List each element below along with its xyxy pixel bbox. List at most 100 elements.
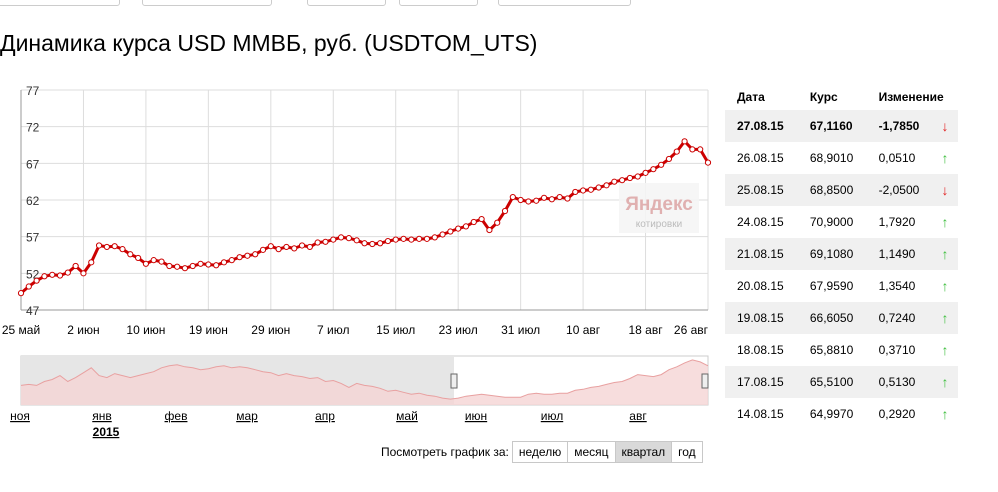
top-tab[interactable] bbox=[307, 0, 386, 6]
data-point bbox=[556, 193, 563, 201]
cell-date: 20.08.15 bbox=[737, 279, 784, 293]
data-point bbox=[298, 242, 306, 249]
data-point bbox=[150, 257, 157, 264]
x-tick-label: 19 июн bbox=[189, 323, 228, 337]
y-tick-label: 47 bbox=[26, 304, 40, 318]
period-label: Посмотреть график за: bbox=[381, 445, 509, 459]
arrow-up-icon: ↑ bbox=[932, 366, 958, 398]
data-point bbox=[548, 196, 555, 203]
top-tab[interactable] bbox=[498, 0, 631, 6]
data-point bbox=[345, 235, 352, 242]
data-point bbox=[665, 155, 673, 163]
cell-change: 1,7920 bbox=[878, 215, 916, 229]
table-row: 26.08.15 68,9010 0,0510 ↑ bbox=[725, 142, 958, 174]
top-tab[interactable] bbox=[0, 0, 120, 6]
data-point bbox=[697, 146, 704, 153]
x-tick-label: 15 июл bbox=[376, 323, 415, 337]
y-tick-label: 72 bbox=[26, 121, 40, 135]
navigator-tick-label: мар bbox=[236, 409, 258, 423]
x-axis: 25 май 2 июн 10 июн 19 июн 29 июн 7 июл 15 июл… bbox=[2, 323, 709, 337]
data-point bbox=[455, 225, 462, 232]
cell-date: 27.08.15 bbox=[725, 110, 798, 142]
data-point bbox=[517, 196, 524, 204]
data-point bbox=[283, 243, 290, 251]
period-button[interactable]: год bbox=[671, 441, 703, 463]
data-point bbox=[314, 239, 321, 246]
data-point bbox=[267, 243, 274, 250]
period-button[interactable]: квартал bbox=[614, 441, 673, 463]
cell-date: 24.08.15 bbox=[737, 215, 784, 229]
x-tick-label: 23 июл bbox=[439, 323, 478, 337]
cell-rate: 65,5100 bbox=[797, 366, 867, 398]
data-point bbox=[56, 272, 64, 279]
data-point bbox=[564, 195, 571, 202]
navigator-axis: ноя янв фев мар апр май июн июл авг 2015 bbox=[10, 409, 647, 439]
table-row: 21.08.15 69,1080 1,1490 ↑ bbox=[725, 238, 958, 270]
cell-rate: 70,9000 bbox=[809, 215, 854, 229]
cell-rate: 68,8500 bbox=[797, 174, 867, 206]
data-point bbox=[377, 240, 384, 247]
data-point bbox=[704, 159, 712, 166]
y-tick-label: 62 bbox=[26, 194, 40, 208]
period-button[interactable]: неделю bbox=[511, 441, 569, 463]
data-point bbox=[127, 251, 134, 258]
navigator-tick-label: апр bbox=[315, 409, 335, 423]
navigator[interactable]: ноя янв фев мар апр май июн июл авг 2015 bbox=[0, 350, 715, 445]
y-tick-label: 77 bbox=[26, 84, 40, 98]
cell-date: 21.08.15 bbox=[725, 238, 798, 270]
top-tab[interactable] bbox=[142, 0, 272, 6]
table-row: 18.08.15 65,8810 0,3710 ↑ bbox=[725, 334, 958, 366]
navigator-tick-label: ноя bbox=[10, 409, 30, 423]
cell-change: 1,1490 bbox=[866, 238, 932, 270]
data-point bbox=[392, 236, 399, 243]
rate-series bbox=[17, 138, 712, 297]
cell-rate: 68,9010 bbox=[809, 151, 854, 165]
y-tick-label: 57 bbox=[26, 231, 40, 245]
data-point bbox=[494, 219, 501, 226]
data-point bbox=[236, 254, 243, 261]
navigator-tick-label: фев bbox=[165, 409, 188, 423]
navigator-year-label: 2015 bbox=[93, 425, 120, 439]
arrow-down-icon: ↓ bbox=[932, 110, 958, 142]
arrow-up-icon: ↑ bbox=[932, 238, 958, 270]
data-point bbox=[361, 240, 368, 247]
arrow-down-icon: ↓ bbox=[932, 174, 958, 206]
data-point bbox=[205, 261, 212, 268]
data-point bbox=[634, 173, 641, 180]
table-row: 14.08.15 64,9970 0,2920 ↑ bbox=[725, 398, 958, 430]
x-tick-label: 2 июн bbox=[67, 323, 99, 337]
data-point bbox=[486, 226, 493, 234]
data-point bbox=[103, 243, 110, 251]
data-point bbox=[306, 243, 313, 251]
data-point bbox=[291, 245, 298, 252]
period-button[interactable]: месяц bbox=[567, 441, 616, 463]
top-tab[interactable] bbox=[399, 0, 478, 6]
data-point bbox=[119, 246, 126, 253]
data-point bbox=[447, 228, 454, 235]
data-point bbox=[462, 223, 470, 230]
cell-change: -1,7850 bbox=[866, 110, 932, 142]
cell-date: 25.08.15 bbox=[725, 174, 798, 206]
data-point bbox=[244, 252, 251, 259]
data-point bbox=[416, 235, 423, 242]
data-point bbox=[95, 242, 103, 249]
arrow-up-icon: ↑ bbox=[941, 214, 949, 230]
navigator-tick-label: янв bbox=[92, 409, 112, 423]
data-point bbox=[470, 218, 477, 226]
data-point bbox=[322, 238, 329, 245]
arrow-up-icon: ↑ bbox=[941, 278, 949, 294]
data-point bbox=[572, 188, 579, 196]
data-point bbox=[353, 237, 360, 244]
header-date: Дата bbox=[737, 90, 765, 104]
data-point bbox=[181, 265, 189, 272]
x-tick-label: 18 авг bbox=[628, 323, 663, 337]
data-point bbox=[658, 161, 665, 168]
data-point bbox=[400, 235, 407, 242]
data-point bbox=[369, 240, 376, 248]
table-row: 24.08.15 70,9000 1,7920 ↑ bbox=[725, 206, 958, 238]
data-point bbox=[33, 277, 40, 284]
data-point bbox=[408, 236, 415, 243]
cell-rate: 65,8810 bbox=[809, 343, 854, 357]
